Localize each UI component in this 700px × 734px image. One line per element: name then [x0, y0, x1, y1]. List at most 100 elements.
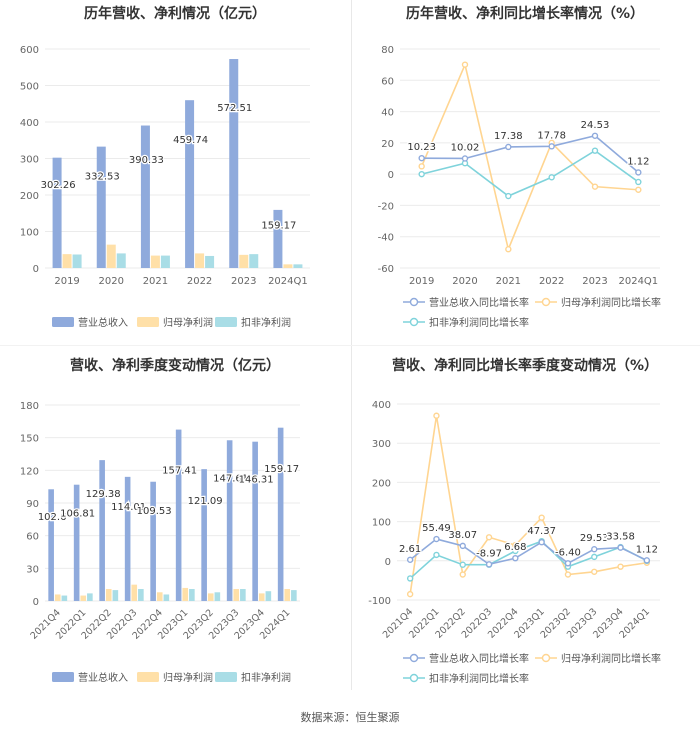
bar-deducted [163, 594, 170, 601]
y-tick-label: -20 [378, 201, 394, 212]
legend-label: 扣非净利润同比增长率 [429, 672, 529, 685]
y-tick-label: 200 [20, 191, 39, 202]
y-tick-label: 400 [20, 118, 39, 129]
legend-swatch-marker [409, 297, 419, 307]
data-label: 55.49 [422, 523, 451, 534]
bar-revenue [124, 476, 131, 601]
data-label: 47.37 [527, 526, 556, 537]
series-line-revenue [409, 538, 648, 566]
bar-deducted [87, 593, 93, 601]
y-tick-label: 90 [26, 499, 39, 510]
y-tick-label: 100 [20, 228, 39, 239]
y-tick-label: 100 [372, 518, 391, 529]
bar-deducted [189, 589, 195, 601]
data-point [564, 560, 572, 567]
quarterly-growth-panel: 营收、净利同比增长率季度变动情况（%） -100 0 100 200 300 400 202… [350, 352, 700, 707]
data-point [505, 246, 512, 253]
legend-swatch [137, 317, 159, 327]
x-tick-label: 2023 [231, 276, 256, 287]
y-tick-label: 60 [26, 532, 39, 543]
data-point [505, 192, 512, 200]
data-point [459, 561, 466, 568]
legend-label: 扣非净利润 [241, 671, 291, 684]
data-point [591, 132, 599, 139]
data-point [643, 557, 651, 564]
x-tick-label: 2020 [99, 276, 124, 287]
data-point [418, 163, 425, 170]
data-point [617, 544, 624, 551]
y-tick-label: -40 [378, 233, 394, 244]
bar-revenue [175, 429, 182, 601]
data-label: 10.23 [407, 142, 436, 153]
bar-net [207, 593, 214, 601]
legend-swatch-marker [541, 653, 551, 663]
bar-revenue [140, 125, 150, 269]
data-label: 10.02 [451, 142, 480, 153]
legend-label: 营业总收入 [78, 316, 128, 329]
x-tick-label: 2022 [539, 276, 564, 287]
data-label: 6.68 [504, 542, 526, 553]
y-tick-label: 40 [381, 108, 394, 119]
data-point [459, 571, 466, 578]
legend-label: 归母净利润同比增长率 [561, 652, 661, 665]
y-tick-label: 30 [26, 564, 39, 575]
bar-revenue [150, 481, 156, 601]
data-source: 数据来源：恒生聚源 [300, 711, 400, 724]
data-label: 17.78 [537, 130, 566, 141]
data-point [433, 535, 440, 543]
data-label: 17.38 [494, 131, 523, 142]
data-point [418, 170, 425, 178]
y-tick-label: 150 [20, 434, 39, 445]
bar-net [258, 593, 265, 601]
y-tick-label: 600 [20, 45, 39, 56]
x-tick-label: 2019 [409, 276, 434, 287]
x-tick-label: 2024Q1 [268, 276, 308, 287]
data-label: 121.09 [188, 496, 223, 507]
y-tick-label: 0 [388, 170, 394, 181]
bar-revenue [226, 440, 233, 601]
data-point [512, 541, 519, 549]
bar-deducted [61, 595, 68, 601]
y-tick-label: 20 [381, 139, 394, 150]
x-tick-label: 2023 [582, 276, 607, 287]
legend-label: 扣非净利润同比增长率 [429, 316, 529, 329]
data-point [591, 147, 599, 154]
x-tick-label: 2020 [452, 276, 477, 287]
bar-revenue [99, 460, 105, 601]
y-tick-label: 200 [372, 478, 391, 489]
data-point [564, 571, 572, 578]
data-point [591, 568, 598, 575]
bar-net [54, 594, 61, 601]
bar-net [150, 255, 160, 268]
quarterly-growth-chart: -10001002003004002021Q42022Q12022Q22022Q… [368, 400, 661, 685]
data-label: 1.12 [627, 156, 649, 167]
data-point [433, 551, 440, 559]
legend-swatch-marker [541, 297, 551, 307]
data-label: 146.31 [239, 475, 274, 486]
bar-revenue [252, 441, 258, 601]
legend-swatch [52, 672, 74, 682]
bar-revenue [185, 100, 195, 268]
data-label: 159.17 [264, 464, 299, 475]
legend-label: 营业总收入同比增长率 [429, 296, 529, 309]
bar-revenue [277, 427, 284, 601]
data-label: 390.33 [129, 155, 164, 166]
legend-label: 营业总收入同比增长率 [429, 652, 529, 665]
data-point [418, 154, 425, 162]
y-tick-label: 500 [20, 82, 39, 93]
bar-net [156, 592, 163, 601]
data-label: 157.41 [162, 465, 197, 476]
annual-revenue-panel: 历年营收、净利情况（亿元） 0 100 200 300 400 500 600 2019 202… [0, 0, 350, 355]
y-tick-label: -60 [378, 264, 394, 275]
y-tick-label: 60 [381, 76, 394, 87]
bar-deducted [112, 590, 119, 601]
y-tick-label: -100 [368, 596, 391, 607]
bar-net [233, 589, 240, 601]
legend-swatch-marker [409, 653, 419, 663]
legend-label: 扣非净利润 [241, 316, 291, 329]
data-point [512, 554, 519, 562]
bar-revenue [96, 146, 106, 268]
data-point [591, 546, 598, 553]
data-point [538, 514, 545, 521]
y-tick-label: 300 [372, 439, 391, 450]
